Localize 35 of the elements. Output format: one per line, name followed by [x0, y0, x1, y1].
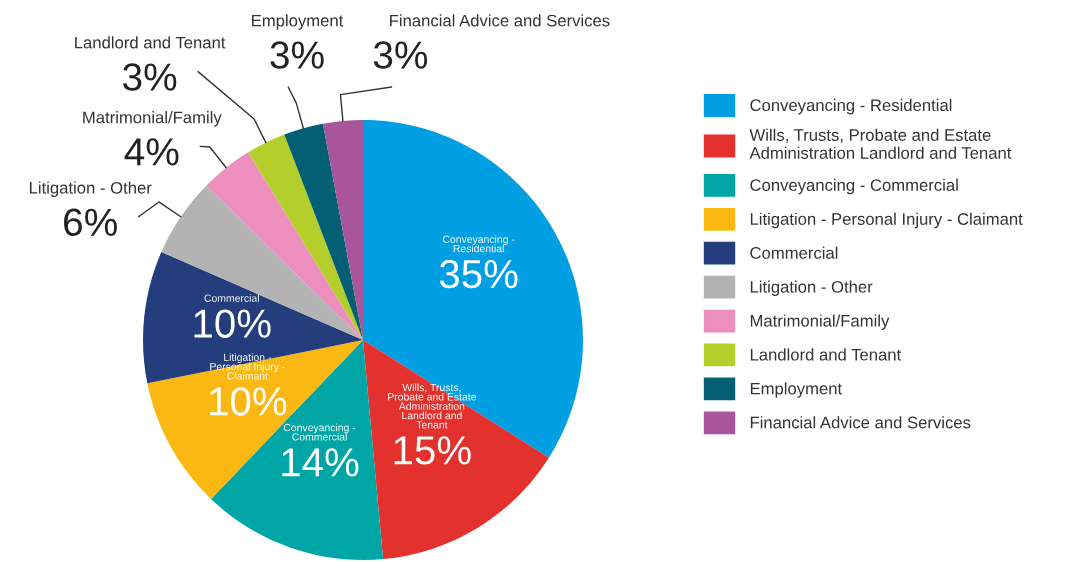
data-label: 3% — [122, 63, 177, 91]
slice-label: Financial Advice and Services — [390, 14, 610, 27]
pie-slice — [143, 251, 363, 384]
legend-label: Commercial — [750, 246, 838, 259]
data-label: 14% — [282, 448, 359, 477]
slice-label: Landlord and Tenant — [75, 36, 226, 49]
pie-slice — [322, 120, 363, 340]
slice-label: Conveyancing - Residential — [442, 235, 515, 253]
slice-label: Commercial — [204, 294, 259, 302]
legend-label: Litigation - Other — [750, 280, 873, 297]
data-label: 15% — [394, 436, 471, 465]
legend-label: Financial Advice and Services — [750, 416, 971, 429]
data-label: 10% — [210, 387, 287, 416]
data-label: 6% — [64, 208, 117, 237]
pie-slice — [147, 340, 363, 500]
legend-label: Conveyancing - Commercial — [750, 178, 958, 195]
legend-label: Litigation - Personal Injury - Claimant — [750, 212, 1023, 229]
legend-label: Conveyancing - Residential — [750, 98, 952, 115]
data-label: 10% — [194, 309, 271, 338]
slice-label: Litigation - Other — [29, 181, 152, 197]
pie-slice — [161, 185, 363, 340]
legend-label: Landlord and Tenant — [750, 348, 902, 361]
data-label: 35% — [439, 259, 518, 289]
data-label: 4% — [124, 138, 179, 166]
pie-slice — [211, 340, 384, 560]
slice-label: Employment — [252, 14, 344, 30]
pie-slice — [284, 123, 363, 340]
data-label: 3% — [270, 41, 324, 69]
slice-label: Conveyancing - Commercial — [283, 423, 356, 441]
pie-slice — [363, 340, 549, 560]
legend-label: Wills, Trusts, Probate and Estate Administration Landlord and Tenant — [749, 128, 1012, 159]
data-label: 3% — [373, 41, 428, 69]
slice-label: Matrimonial/Family — [83, 111, 222, 127]
legend-label: Matrimonial/Family — [750, 314, 890, 330]
legend-label: Employment — [750, 382, 843, 398]
